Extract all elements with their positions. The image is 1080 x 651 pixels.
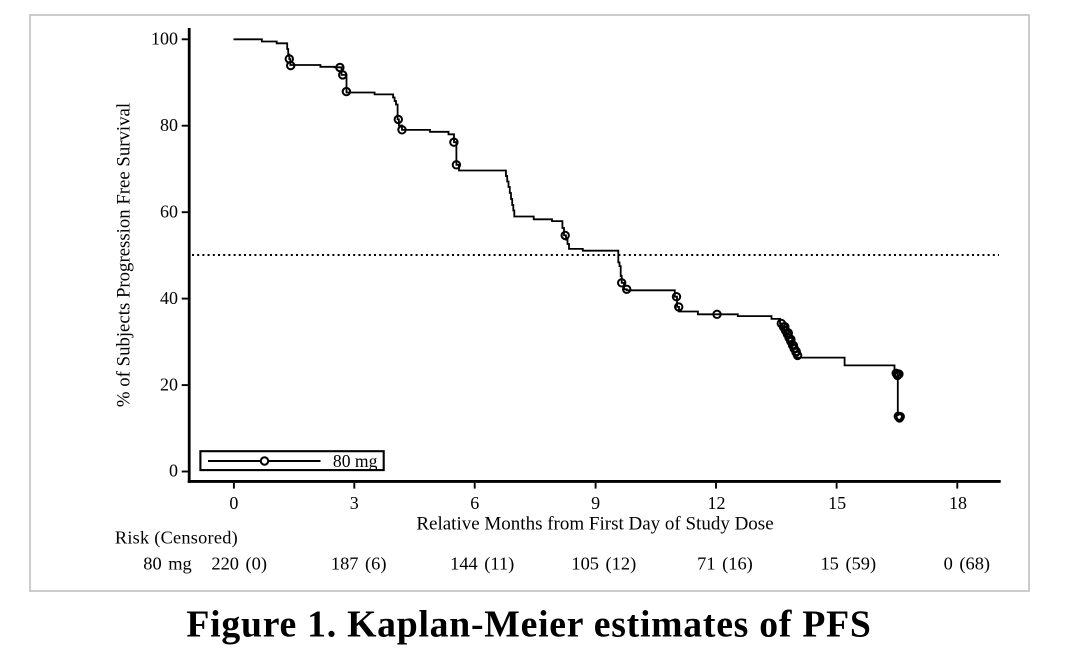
svg-text:187 (6): 187 (6)	[331, 553, 387, 574]
svg-text:144 (11): 144 (11)	[450, 553, 514, 574]
svg-text:100: 100	[151, 29, 178, 49]
svg-text:80: 80	[160, 115, 178, 135]
svg-text:9: 9	[591, 493, 600, 513]
svg-text:20: 20	[160, 374, 178, 394]
svg-text:40: 40	[160, 288, 178, 308]
svg-text:80 mg: 80 mg	[143, 553, 192, 573]
svg-text:0: 0	[229, 493, 238, 513]
svg-text:80 mg: 80 mg	[333, 451, 378, 471]
svg-text:15 (59): 15 (59)	[820, 553, 876, 574]
svg-text:0: 0	[169, 461, 178, 481]
svg-text:Relative Months from First Day: Relative Months from First Day of Study …	[416, 514, 773, 535]
svg-text:3: 3	[350, 493, 359, 513]
svg-text:18: 18	[949, 493, 967, 513]
svg-text:Figure 1. Kaplan-Meier estimat: Figure 1. Kaplan-Meier estimates of PFS	[186, 603, 871, 645]
svg-text:71 (16): 71 (16)	[697, 553, 753, 574]
svg-text:60: 60	[160, 201, 178, 221]
svg-text:0 (68): 0 (68)	[944, 553, 990, 574]
svg-text:6: 6	[470, 493, 479, 513]
svg-text:105 (12): 105 (12)	[571, 553, 636, 574]
svg-text:220 (0): 220 (0)	[211, 553, 267, 574]
svg-text:% of Subjects Progression Free: % of Subjects Progression Free Survival	[113, 103, 134, 407]
svg-text:15: 15	[828, 493, 846, 513]
svg-text:Risk (Censored): Risk (Censored)	[115, 527, 238, 548]
svg-text:12: 12	[708, 493, 726, 513]
